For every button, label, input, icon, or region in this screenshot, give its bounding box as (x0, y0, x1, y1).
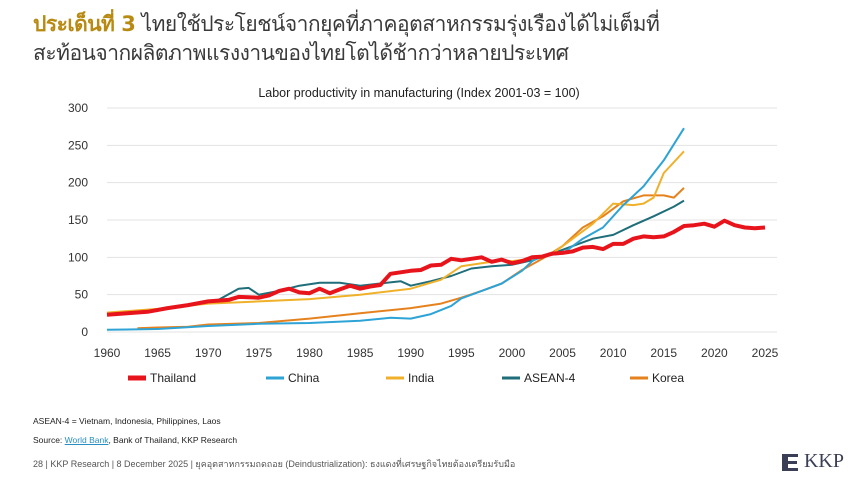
x-tick-label: 2005 (549, 346, 576, 360)
world-bank-link[interactable]: World Bank (64, 435, 109, 445)
x-tick-label: 1960 (94, 346, 121, 360)
chart-title: Labor productivity in manufacturing (Ind… (258, 86, 579, 100)
source-label: Source: (33, 435, 63, 445)
kkp-logo: KKP (780, 450, 844, 473)
x-tick-label: 2010 (600, 346, 627, 360)
x-tick-label: 2020 (701, 346, 728, 360)
y-tick-label: 50 (75, 288, 89, 302)
y-tick-label: 300 (68, 101, 88, 115)
footer-text: 28 | KKP Research | 8 December 2025 | ยุ… (33, 459, 516, 469)
legend-label: India (408, 371, 434, 385)
asean-footnote: ASEAN-4 = Vietnam, Indonesia, Philippine… (33, 416, 221, 426)
kkp-logo-icon (781, 453, 798, 471)
series-line-india (106, 150, 685, 314)
series-line-korea (137, 187, 685, 330)
y-tick-label: 100 (68, 250, 88, 264)
title-line-1: ไทยใช้ประโยชน์จากยุคที่ภาคอุตสาหกรรมรุ่ง… (141, 12, 660, 36)
x-tick-label: 2025 (752, 346, 779, 360)
source-note: Source: World Bank, Bank of Thailand, KK… (33, 435, 237, 445)
legend-label: Korea (652, 371, 684, 385)
title-line-2: สะท้อนจากผลิตภาพแรงงานของไทยโตได้ช้ากว่า… (33, 41, 569, 65)
y-tick-label: 250 (68, 138, 88, 152)
y-tick-label: 0 (81, 325, 88, 339)
y-tick-label: 200 (68, 176, 88, 190)
x-tick-label: 2015 (650, 346, 677, 360)
series-line-china (106, 127, 685, 331)
x-tick-label: 1965 (144, 346, 171, 360)
legend-label: China (288, 371, 320, 385)
slide-title: ประเด็นที่ 3 ไทยใช้ประโยชน์จากยุคที่ภาคอ… (33, 10, 833, 68)
x-tick-label: 1985 (347, 346, 374, 360)
title-highlight: ประเด็นที่ 3 (33, 12, 136, 36)
legend-label: Thailand (150, 371, 196, 385)
source-rest: , Bank of Thailand, KKP Research (108, 435, 238, 445)
x-tick-label: 1980 (296, 346, 323, 360)
line-chart: Labor productivity in manufacturing (Ind… (68, 86, 779, 385)
x-tick-label: 1975 (245, 346, 272, 360)
x-tick-label: 1990 (397, 346, 424, 360)
y-tick-label: 150 (68, 213, 88, 227)
legend-label: ASEAN-4 (524, 371, 576, 385)
series-line-thailand (106, 218, 766, 317)
x-tick-label: 1970 (195, 346, 222, 360)
x-tick-label: 2000 (499, 346, 526, 360)
logo-text: KKP (803, 450, 844, 472)
x-tick-label: 1995 (448, 346, 475, 360)
